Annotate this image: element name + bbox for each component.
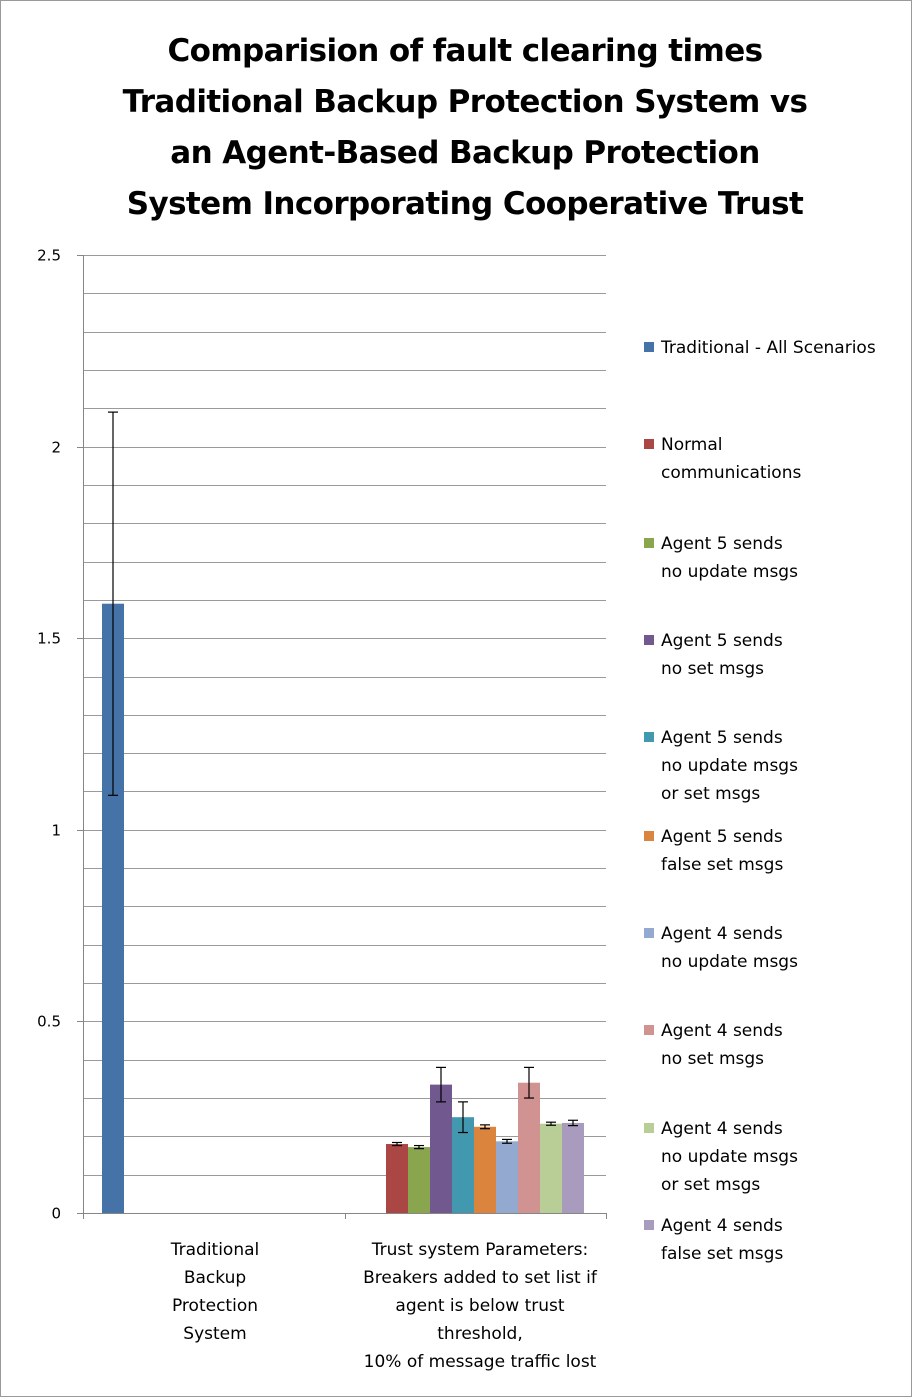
- y-tick-label: 1: [51, 822, 61, 840]
- bar: [452, 1117, 474, 1213]
- x-category-label-line: System: [183, 1324, 247, 1344]
- legend-label-line: Agent 4 sends: [661, 1021, 783, 1041]
- x-category-label: Trust system Parameters: Breakers added t…: [330, 1236, 630, 1376]
- legend-label: Agent 5 sends no set msgs: [661, 627, 783, 683]
- legend-swatch: [644, 439, 654, 449]
- x-category-label-line: 10% of message traffic lost: [363, 1352, 597, 1372]
- legend-label-line: Agent 5 sends: [661, 534, 783, 554]
- y-tick-label: 1.5: [37, 630, 61, 648]
- bar: [496, 1141, 518, 1213]
- legend-label: Normal communications: [661, 431, 801, 487]
- legend-label-line: false set msgs: [661, 1244, 784, 1264]
- legend-label: Agent 5 sends no update msgs or set msgs: [661, 724, 798, 808]
- legend-label-line: communications: [661, 463, 802, 483]
- legend-label-line: Agent 4 sends: [661, 1216, 783, 1236]
- legend-swatch: [644, 1123, 654, 1133]
- legend-swatch: [644, 1025, 654, 1035]
- legend-label-line: or set msgs: [661, 1175, 761, 1195]
- chart-title: Comparision of fault clearing times Tradi…: [0, 26, 912, 230]
- legend-label-line: Normal: [661, 435, 723, 455]
- chart-title-line: an Agent-Based Backup Protection: [170, 135, 760, 171]
- y-tick-label: 2.5: [37, 247, 61, 265]
- legend-swatch: [644, 831, 654, 841]
- legend-swatch: [644, 928, 654, 938]
- legend-label: Traditional - All Scenarios: [661, 334, 876, 362]
- legend-label: Agent 5 sends no update msgs: [661, 530, 798, 586]
- legend-label-line: Agent 5 sends: [661, 728, 783, 748]
- legend-label-line: no update msgs: [661, 1147, 798, 1167]
- x-category-label-line: agent is below trust: [395, 1296, 565, 1316]
- x-category-label-line: Traditional: [170, 1240, 260, 1260]
- legend-label-line: false set msgs: [661, 855, 784, 875]
- chart-title-line: Comparision of fault clearing times: [167, 33, 763, 69]
- legend-label: Agent 4 sends false set msgs: [661, 1212, 783, 1268]
- legend-swatch: [644, 1220, 654, 1230]
- legend-label-line: no update msgs: [661, 562, 798, 582]
- legend-label-line: Agent 5 sends: [661, 631, 783, 651]
- legend-label: Agent 4 sends no set msgs: [661, 1017, 783, 1073]
- legend-label: Agent 4 sends no update msgs: [661, 920, 798, 976]
- legend-swatch: [644, 342, 654, 352]
- y-tick-label: 0: [51, 1205, 61, 1223]
- legend-label-line: no set msgs: [661, 1049, 765, 1069]
- legend-swatch: [644, 538, 654, 548]
- x-category-label-line: Backup: [183, 1268, 247, 1288]
- legend-label-line: no update msgs: [661, 952, 798, 972]
- bar: [386, 1144, 408, 1213]
- legend-label-line: Traditional - All Scenarios: [661, 338, 876, 358]
- legend-label-line: Agent 5 sends: [661, 827, 783, 847]
- bar: [562, 1122, 584, 1213]
- bar: [518, 1082, 540, 1213]
- bar: [474, 1126, 496, 1213]
- x-category-label-line: threshold,: [437, 1324, 523, 1344]
- chart-title-line: System Incorporating Cooperative Trust: [126, 186, 804, 222]
- legend-label-line: no update msgs: [661, 756, 798, 776]
- x-category-label-line: Protection: [171, 1296, 258, 1316]
- legend-label-line: or set msgs: [661, 784, 761, 804]
- legend-swatch: [644, 635, 654, 645]
- legend-label-line: no set msgs: [661, 659, 765, 679]
- x-category-label-line: Breakers added to set list if: [363, 1268, 597, 1288]
- x-category-label-line: Trust system Parameters:: [371, 1240, 589, 1260]
- legend-swatch: [644, 732, 654, 742]
- bar: [540, 1123, 562, 1213]
- chart-title-line: Traditional Backup Protection System vs: [122, 84, 808, 120]
- x-category-label: Traditional Backup Protection System: [65, 1236, 365, 1348]
- legend-label-line: Agent 4 sends: [661, 1119, 783, 1139]
- bar: [102, 603, 124, 1213]
- legend-label-line: Agent 4 sends: [661, 924, 783, 944]
- bar: [408, 1147, 430, 1213]
- legend-label: Agent 4 sends no update msgs or set msgs: [661, 1115, 798, 1199]
- bar: [430, 1084, 452, 1213]
- y-tick-label: 0.5: [37, 1013, 61, 1031]
- legend-label: Agent 5 sends false set msgs: [661, 823, 783, 879]
- y-tick-label: 2: [51, 439, 61, 457]
